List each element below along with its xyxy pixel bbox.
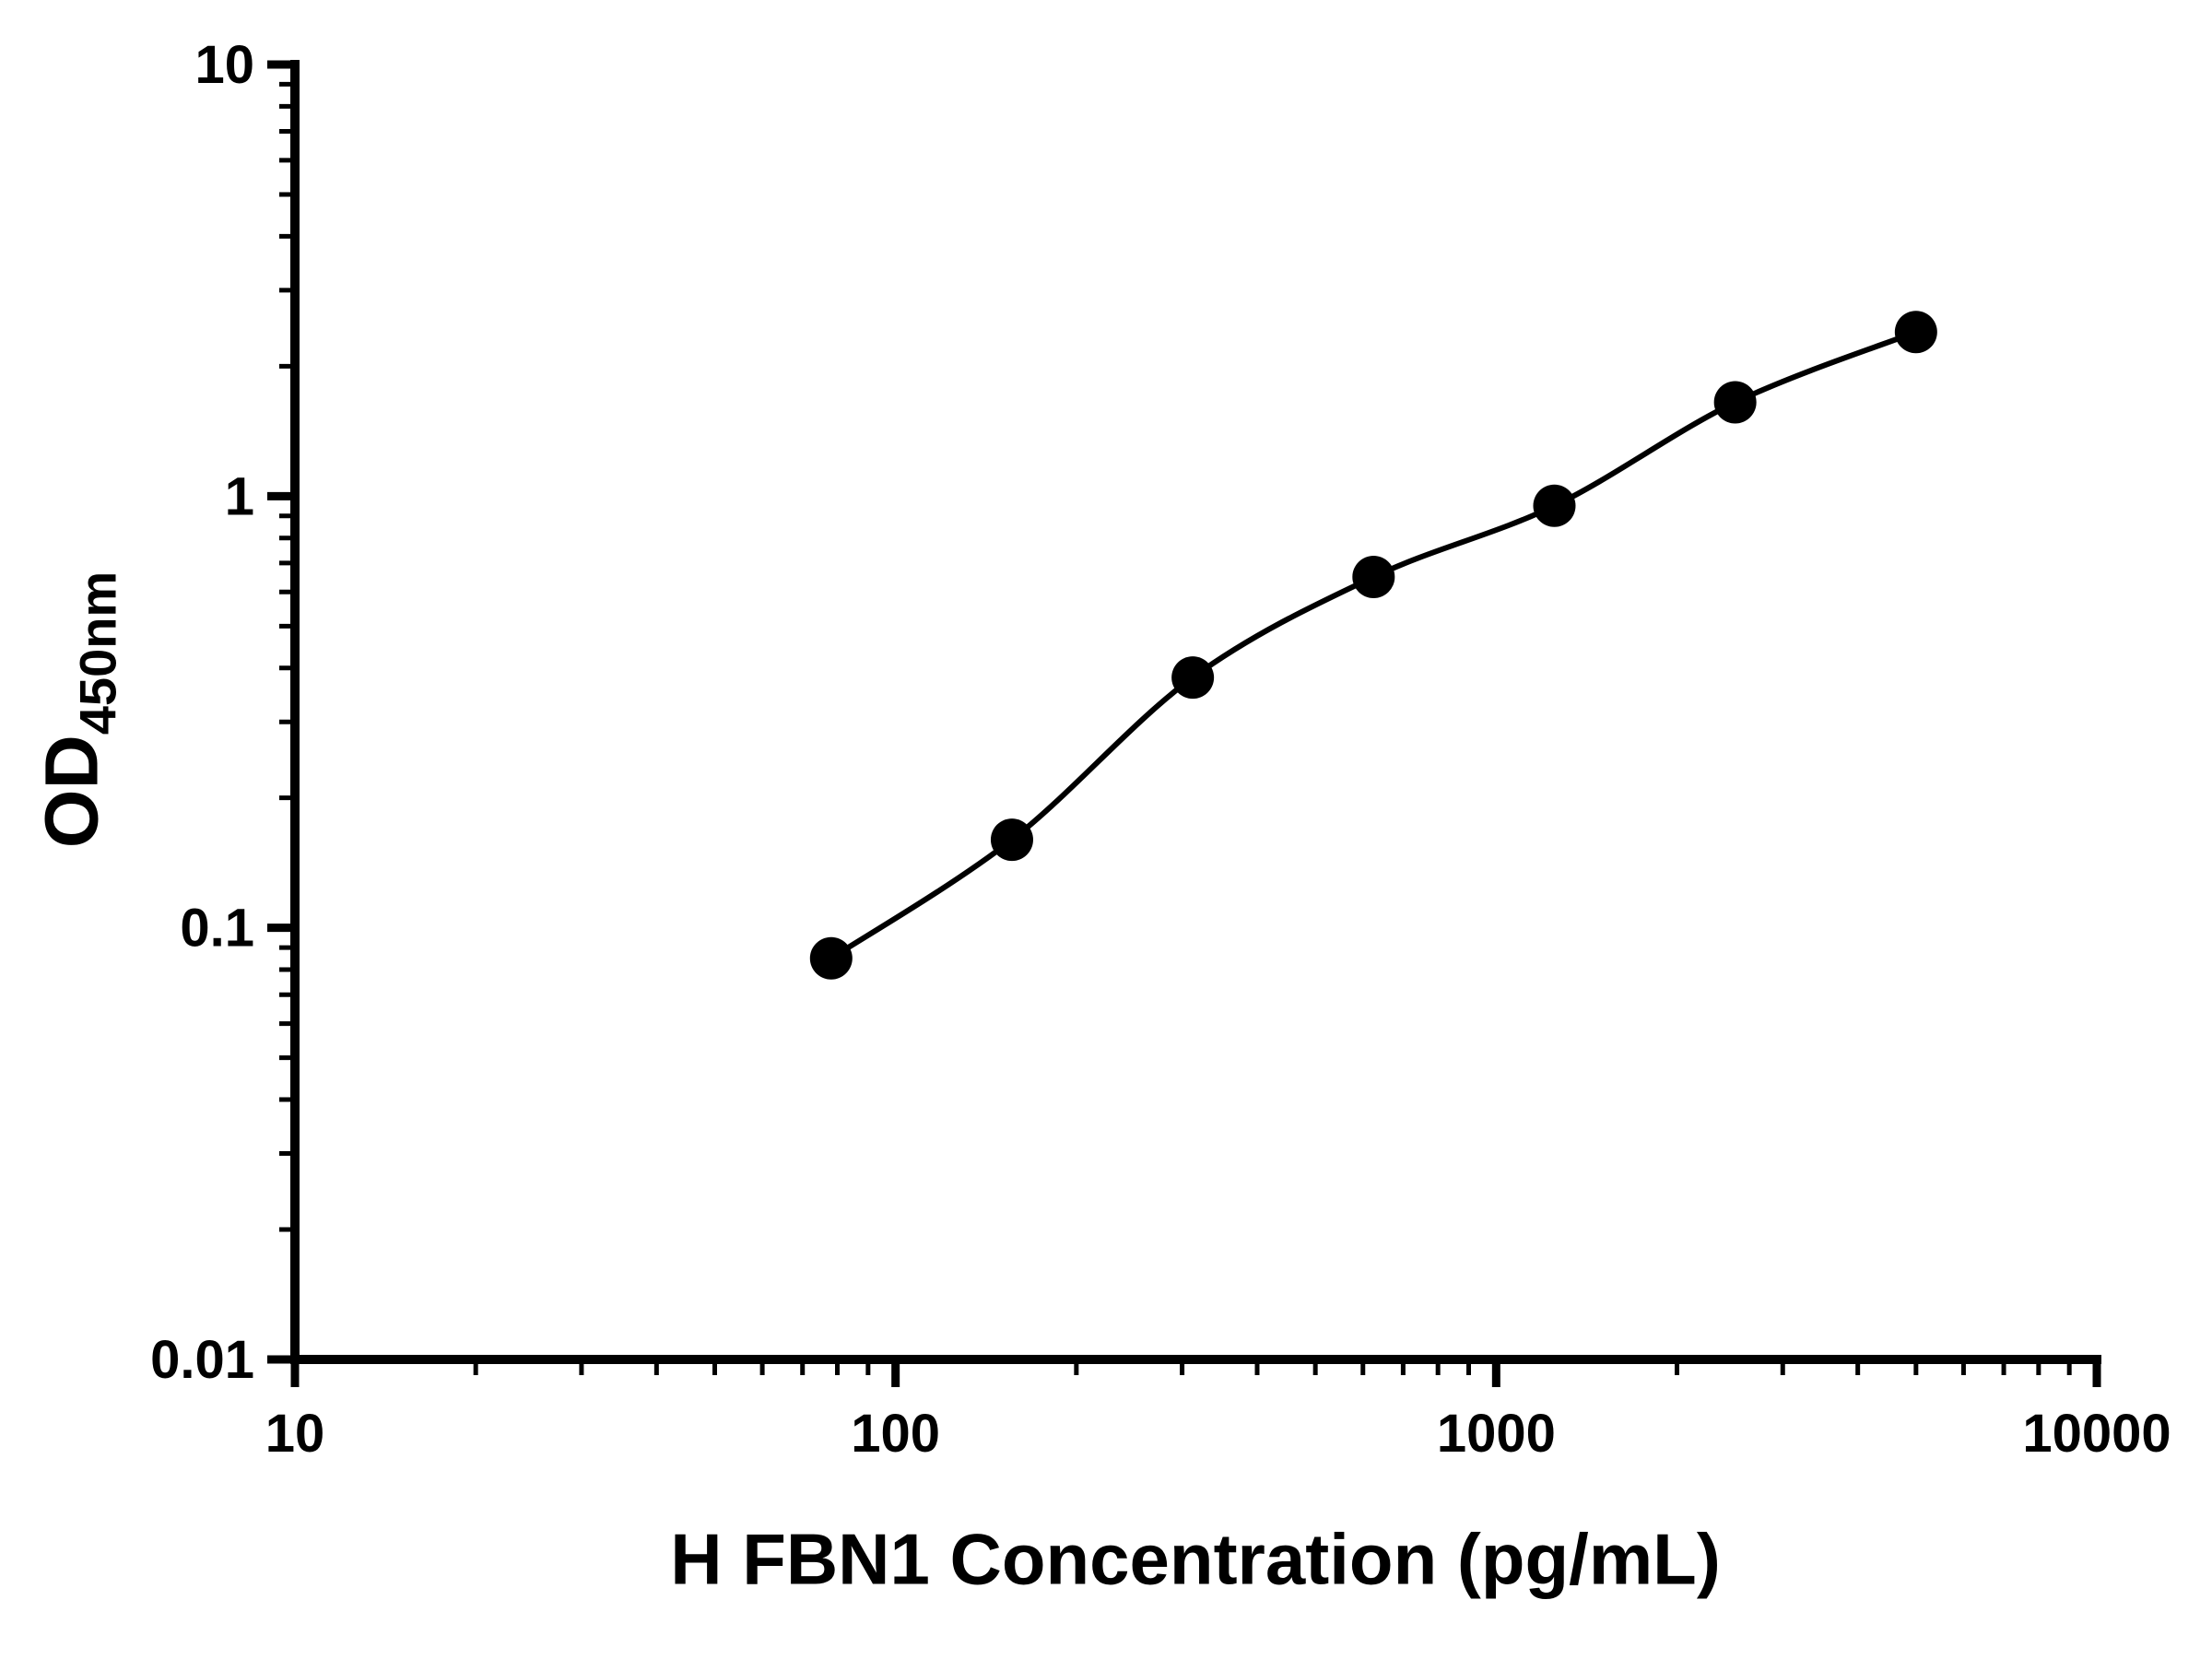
data-point: [1713, 381, 1757, 424]
y-axis-tick-label: 10: [194, 35, 254, 95]
y-axis-title-main: OD: [29, 735, 114, 849]
y-axis-title: OD450nm: [29, 571, 128, 848]
data-point: [1352, 555, 1395, 598]
x-axis-tick-label: 10: [265, 1404, 325, 1464]
y-axis-tick-label: 1: [225, 466, 254, 526]
y-axis-tick-label: 0.1: [180, 899, 254, 959]
x-axis-title: H FBN1 Concentration (pg/mL): [670, 1518, 1721, 1600]
data-point: [990, 818, 1033, 862]
fitted-curve: [830, 329, 1917, 961]
data-point: [1894, 311, 1937, 354]
y-axis-title-subscript: 450nm: [68, 571, 127, 735]
x-axis-tick-label: 10000: [2022, 1404, 2171, 1464]
y-axis-tick-label: 0.01: [150, 1330, 254, 1390]
x-axis-tick-label: 100: [851, 1404, 940, 1464]
x-axis-tick-label: 1000: [1437, 1404, 1556, 1464]
data-point: [1171, 656, 1215, 700]
data-point: [1533, 484, 1576, 527]
data-point: [809, 936, 853, 980]
